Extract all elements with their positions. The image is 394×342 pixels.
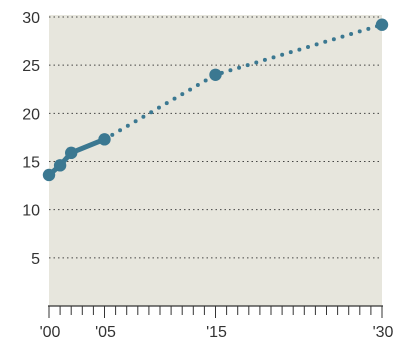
data-point [53,159,67,172]
y-tick-label: 15 [22,155,40,172]
x-tick-label: '15 [206,324,227,341]
data-point [42,168,56,182]
projected-series-line [102,22,384,142]
x-tick-label: '30 [373,324,394,341]
x-tick-label: '00 [40,324,61,341]
y-tick-label: 20 [22,106,40,123]
series-lines [46,22,384,178]
data-point [65,146,78,160]
data-markers [42,18,389,182]
observed-series-line [46,136,107,178]
plot-background [49,15,382,306]
y-tick-label: 25 [22,58,40,75]
data-point [98,133,111,146]
y-tick-label: 10 [22,203,40,220]
data-point [209,68,222,82]
gridlines [49,16,382,259]
y-tick-label: 5 [31,251,40,268]
tick-labels: 5 10 15 20 25 30 '00 '05 '15 '30 [22,10,393,341]
y-tick-label: 30 [22,10,40,27]
axes [48,305,383,318]
x-tick-label: '05 [95,324,116,341]
data-point [375,18,389,31]
